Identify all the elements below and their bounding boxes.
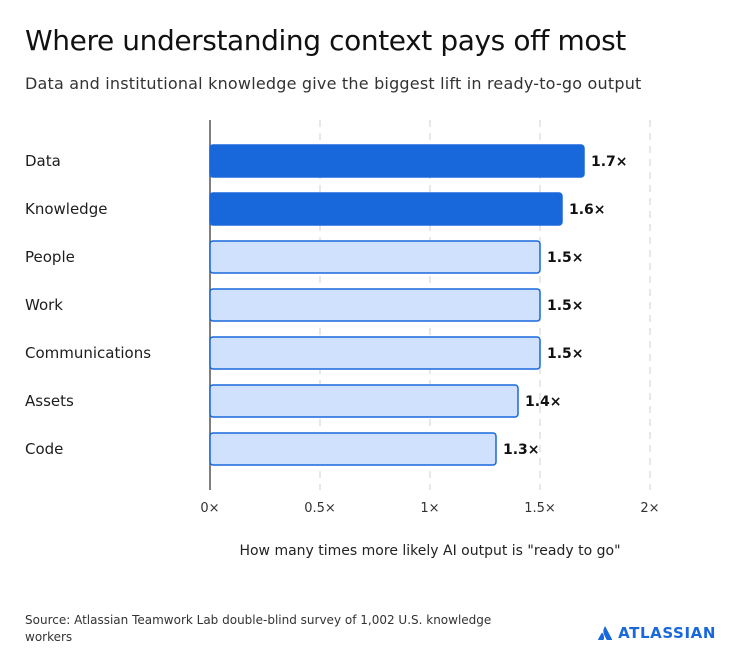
bar [209,432,497,466]
brand-name: ATLASSIAN [618,624,716,642]
value-label: 1.5× [547,298,584,314]
bar [209,384,519,418]
bar [209,144,585,178]
category-label: Data [25,152,61,170]
value-label: 1.6× [569,202,606,218]
value-label: 1.7× [591,154,628,170]
chart-subtitle: Data and institutional knowledge give th… [25,74,642,93]
atlassian-brand: ATLASSIAN [598,624,716,642]
value-label: 1.3× [503,442,540,458]
bar [209,240,541,274]
bar [209,288,541,322]
category-label: Assets [25,392,74,410]
x-tick-label: 0.5× [304,501,336,516]
atlassian-logo-icon [598,626,613,640]
category-label: Communications [25,344,151,362]
bar [209,336,541,370]
x-tick-label: 1× [420,501,439,516]
x-tick-label: 1.5× [524,501,556,516]
value-label: 1.4× [525,394,562,410]
bar-chart: 0× 0.5× 1× 1.5× 2× Data 1.7× Knowledge 1.6× Peopl… [25,120,660,559]
x-tick-label: 2× [640,501,659,516]
category-label: Code [25,440,63,458]
chart-title: Where understanding context pays off mos… [25,24,626,57]
bar [209,192,563,226]
value-label: 1.5× [547,346,584,362]
x-tick-label: 0× [200,501,219,516]
x-axis-title: How many times more likely AI output is … [239,543,620,559]
value-label: 1.5× [547,250,584,266]
category-label: Work [25,296,63,314]
source-note: Source: Atlassian Teamwork Lab double-bl… [25,613,492,644]
category-label: Knowledge [25,200,107,218]
category-label: People [25,248,75,266]
